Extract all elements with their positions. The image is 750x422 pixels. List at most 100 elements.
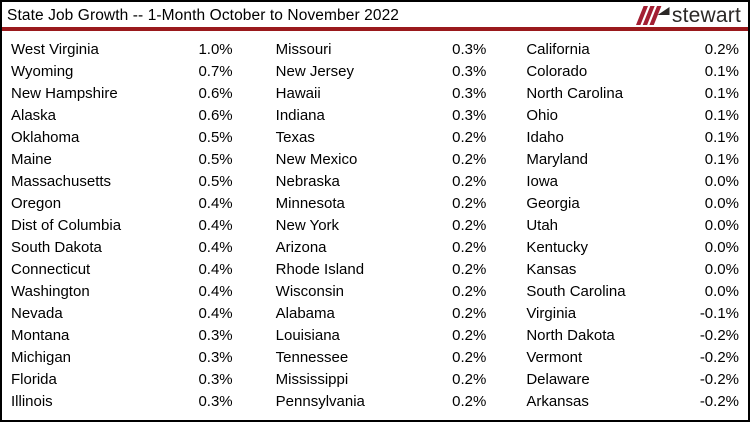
state-value: 0.2%: [704, 40, 739, 58]
state-value: 0.6%: [198, 106, 233, 124]
state-row: Alaska 0.6%: [11, 104, 233, 126]
state-value: 0.2%: [452, 128, 487, 146]
state-row: Georgia 0.0%: [526, 192, 739, 214]
state-row: California 0.2%: [526, 38, 739, 60]
state-name: Rhode Island: [275, 260, 365, 278]
state-name: Hawaii: [275, 84, 321, 102]
state-row: Pennsylvania 0.2%: [276, 390, 487, 412]
state-row: Rhode Island 0.2%: [276, 258, 487, 280]
state-value: 0.1%: [704, 150, 739, 168]
state-name: New York: [275, 216, 340, 234]
state-value: -0.2%: [699, 392, 739, 410]
state-row: Louisiana 0.2%: [276, 324, 487, 346]
state-name: Arkansas: [526, 392, 589, 410]
state-name: Texas: [275, 128, 315, 146]
state-row: Colorado 0.1%: [526, 60, 739, 82]
state-value: 0.6%: [198, 84, 233, 102]
state-name: Virginia: [526, 304, 577, 322]
state-row: Idaho 0.1%: [526, 126, 739, 148]
state-value: 0.2%: [452, 282, 487, 300]
state-name: Connecticut: [11, 260, 91, 278]
state-value: -0.2%: [699, 370, 739, 388]
state-value: 0.4%: [198, 216, 233, 234]
state-name: Maryland: [526, 150, 589, 168]
stewart-logo-slashes-icon: [635, 6, 670, 25]
state-row: Kansas 0.0%: [526, 258, 739, 280]
stewart-logo-text: stewart: [671, 4, 741, 27]
state-name: New Jersey: [275, 62, 355, 80]
state-value: 0.2%: [452, 304, 487, 322]
state-row: Indiana 0.3%: [276, 104, 487, 126]
state-value: 0.2%: [452, 392, 487, 410]
state-value: 0.0%: [704, 260, 739, 278]
state-row: Tennessee 0.2%: [276, 346, 487, 368]
state-name: Pennsylvania: [275, 392, 365, 410]
state-row: Iowa 0.0%: [526, 170, 739, 192]
state-row: Minnesota 0.2%: [276, 192, 487, 214]
state-name: Nebraska: [275, 172, 340, 190]
state-name: New Mexico: [275, 150, 358, 168]
state-value: 0.3%: [452, 62, 487, 80]
state-name: Dist of Columbia: [11, 216, 122, 234]
state-name: South Dakota: [11, 238, 102, 256]
stewart-logo: stewart: [635, 4, 741, 27]
state-value: 0.5%: [198, 128, 233, 146]
state-name: Iowa: [526, 172, 559, 190]
state-value: 0.2%: [452, 260, 487, 278]
state-value: 0.2%: [452, 326, 487, 344]
state-value: 0.5%: [198, 150, 233, 168]
state-row: Dist of Columbia 0.4%: [11, 214, 233, 236]
state-value: 0.2%: [452, 172, 487, 190]
state-value: 1.0%: [198, 40, 233, 58]
state-name: Florida: [11, 370, 57, 388]
state-row: Maine 0.5%: [11, 148, 233, 170]
state-value: -0.2%: [699, 348, 739, 366]
state-value: 0.4%: [198, 304, 233, 322]
state-row: Arkansas -0.2%: [526, 390, 739, 412]
table-column-1: West Virginia 1.0% Wyoming 0.7% New Hampshir…: [2, 38, 251, 416]
state-value: 0.2%: [452, 150, 487, 168]
state-row: Nebraska 0.2%: [276, 170, 487, 192]
state-name: Massachusetts: [11, 172, 112, 190]
state-value: 0.7%: [198, 62, 233, 80]
state-name: Ohio: [526, 106, 559, 124]
state-row: Arizona 0.2%: [276, 236, 487, 258]
state-name: Nevada: [11, 304, 63, 322]
state-name: Mississippi: [275, 370, 349, 388]
state-value: 0.3%: [198, 348, 233, 366]
state-row: Mississippi 0.2%: [276, 368, 487, 390]
state-row: Wyoming 0.7%: [11, 60, 233, 82]
state-name: New Hampshire: [11, 84, 118, 102]
state-value: 0.4%: [198, 260, 233, 278]
state-name: Alaska: [11, 106, 57, 124]
state-name: Kansas: [526, 260, 577, 278]
state-value: 0.0%: [704, 238, 739, 256]
state-row: Kentucky 0.0%: [526, 236, 739, 258]
state-row: Vermont -0.2%: [526, 346, 739, 368]
state-growth-table: West Virginia 1.0% Wyoming 0.7% New Hampshir…: [2, 31, 748, 416]
state-row: Maryland 0.1%: [526, 148, 739, 170]
state-row: North Dakota -0.2%: [526, 324, 739, 346]
state-name: South Carolina: [526, 282, 626, 300]
state-name: Minnesota: [275, 194, 345, 212]
state-value: -0.1%: [699, 304, 739, 322]
state-row: South Carolina 0.0%: [526, 280, 739, 302]
state-row: Nevada 0.4%: [11, 302, 233, 324]
state-name: Wisconsin: [275, 282, 345, 300]
state-value: 0.2%: [452, 216, 487, 234]
state-name: Idaho: [526, 128, 564, 146]
state-value: 0.1%: [704, 106, 739, 124]
state-row: Massachusetts 0.5%: [11, 170, 233, 192]
state-name: Oregon: [11, 194, 62, 212]
state-name: Arizona: [275, 238, 327, 256]
state-row: Missouri 0.3%: [276, 38, 487, 60]
state-name: Utah: [526, 216, 559, 234]
state-value: 0.2%: [452, 238, 487, 256]
state-name: Alabama: [275, 304, 335, 322]
state-name: Michigan: [11, 348, 72, 366]
state-value: 0.1%: [704, 128, 739, 146]
state-name: Missouri: [275, 40, 332, 58]
state-name: Wyoming: [11, 62, 74, 80]
state-value: 0.3%: [452, 40, 487, 58]
